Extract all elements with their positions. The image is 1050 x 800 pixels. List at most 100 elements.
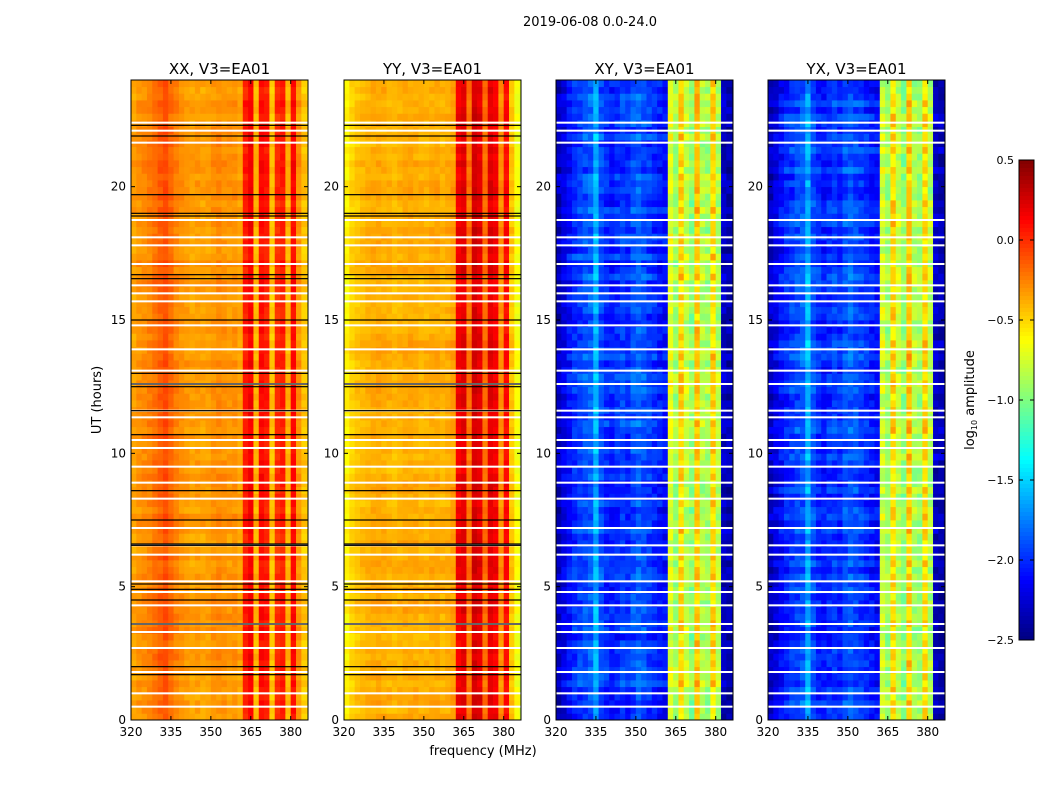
heatmap-cell: [381, 526, 387, 534]
heatmap-cell: [131, 240, 137, 248]
heatmap-cell: [131, 186, 137, 194]
heatmap-cell: [221, 653, 228, 661]
heatmap-cell: [386, 646, 393, 654]
heatmap-cell: [402, 433, 409, 441]
heatmap-cell: [184, 320, 190, 328]
heatmap-cell: [184, 613, 190, 621]
heatmap-cell: [258, 340, 265, 348]
heatmap-cell: [274, 340, 281, 348]
heatmap-cell: [354, 533, 361, 541]
heatmap-cell: [146, 373, 153, 381]
heatmap-cell: [248, 113, 254, 121]
heatmap-cell: [285, 613, 292, 621]
heatmap-cell: [210, 180, 217, 188]
heatmap-cell: [248, 326, 254, 334]
heatmap-cell: [178, 686, 185, 694]
heatmap-cell: [285, 213, 292, 221]
heatmap-cell: [280, 400, 286, 408]
heatmap-cell: [487, 673, 494, 681]
heatmap-cell: [455, 573, 462, 581]
heatmap-cell: [365, 560, 372, 568]
heatmap-cell: [173, 626, 180, 634]
heatmap-cell: [493, 513, 499, 521]
heatmap-cell: [237, 560, 244, 568]
heatmap-cell: [509, 573, 515, 581]
heatmap-cell: [226, 460, 233, 468]
heatmap-cell: [141, 460, 148, 468]
heatmap-cell: [141, 526, 148, 534]
heatmap-cell: [285, 253, 292, 261]
heatmap-cell: [226, 593, 233, 601]
heatmap-cell: [146, 93, 153, 101]
heatmap-cell: [429, 660, 435, 668]
heatmap-cell: [274, 206, 281, 214]
heatmap-cell: [296, 566, 302, 574]
heatmap-cell: [471, 626, 478, 634]
heatmap-cell: [445, 440, 451, 448]
heatmap-cell: [157, 693, 164, 701]
heatmap-cell: [349, 433, 356, 441]
heatmap-cell: [280, 180, 286, 188]
heatmap-cell: [423, 666, 430, 674]
heatmap-cell: [168, 386, 174, 394]
heatmap-cell: [221, 660, 228, 668]
heatmap-cell: [274, 353, 281, 361]
heatmap-cell: [205, 640, 212, 648]
heatmap-cell: [200, 246, 206, 254]
heatmap-cell: [285, 520, 292, 528]
heatmap-cell: [184, 700, 190, 708]
heatmap-cell: [146, 446, 153, 454]
heatmap-cell: [136, 93, 143, 101]
heatmap-cell: [290, 206, 297, 214]
heatmap-cell: [487, 526, 494, 534]
heatmap-cell: [445, 566, 451, 574]
heatmap-cell: [434, 680, 441, 688]
heatmap-cell: [386, 440, 393, 448]
heatmap-cell: [141, 246, 148, 254]
heatmap-cell: [285, 466, 292, 474]
heatmap-cell: [237, 180, 244, 188]
heatmap-cell: [264, 246, 270, 254]
heatmap-cell: [232, 226, 238, 234]
heatmap-cell: [200, 493, 206, 501]
heatmap-cell: [205, 80, 212, 88]
heatmap-cell: [168, 206, 174, 214]
heatmap-cell: [162, 533, 169, 541]
heatmap-cell: [386, 420, 393, 428]
heatmap-cell: [221, 180, 228, 188]
heatmap-cell: [178, 566, 185, 574]
heatmap-cell: [216, 160, 222, 168]
heatmap-cell: [296, 420, 302, 428]
heatmap-cell: [162, 246, 169, 254]
heatmap-cell: [258, 333, 265, 341]
heatmap-cell: [466, 553, 473, 561]
heatmap-cell: [391, 600, 398, 608]
heatmap-cell: [189, 686, 196, 694]
heatmap-cell: [242, 246, 249, 254]
heatmap-cell: [131, 253, 137, 261]
heatmap-cell: [221, 340, 228, 348]
heatmap-cell: [285, 193, 292, 201]
heatmap-cell: [386, 520, 393, 528]
heatmap-cell: [216, 613, 222, 621]
heatmap-cell: [269, 513, 276, 521]
heatmap-cell: [498, 553, 505, 561]
heatmap-cell: [226, 193, 233, 201]
heatmap-cell: [418, 700, 425, 708]
heatmap-cell: [477, 546, 483, 554]
heatmap-cell: [461, 586, 467, 594]
heatmap-cell: [168, 493, 174, 501]
heatmap-cell: [445, 526, 451, 534]
heatmap-cell: [131, 440, 137, 448]
heatmap-cell: [189, 673, 196, 681]
heatmap-cell: [445, 680, 451, 688]
heatmap-cell: [210, 300, 217, 308]
heatmap-cell: [242, 200, 249, 208]
heatmap-cell: [141, 306, 148, 314]
heatmap-cell: [274, 186, 281, 194]
heatmap-cell: [413, 693, 419, 701]
heatmap-cell: [210, 453, 217, 461]
heatmap-cell: [248, 660, 254, 668]
heatmap-cell: [226, 386, 233, 394]
